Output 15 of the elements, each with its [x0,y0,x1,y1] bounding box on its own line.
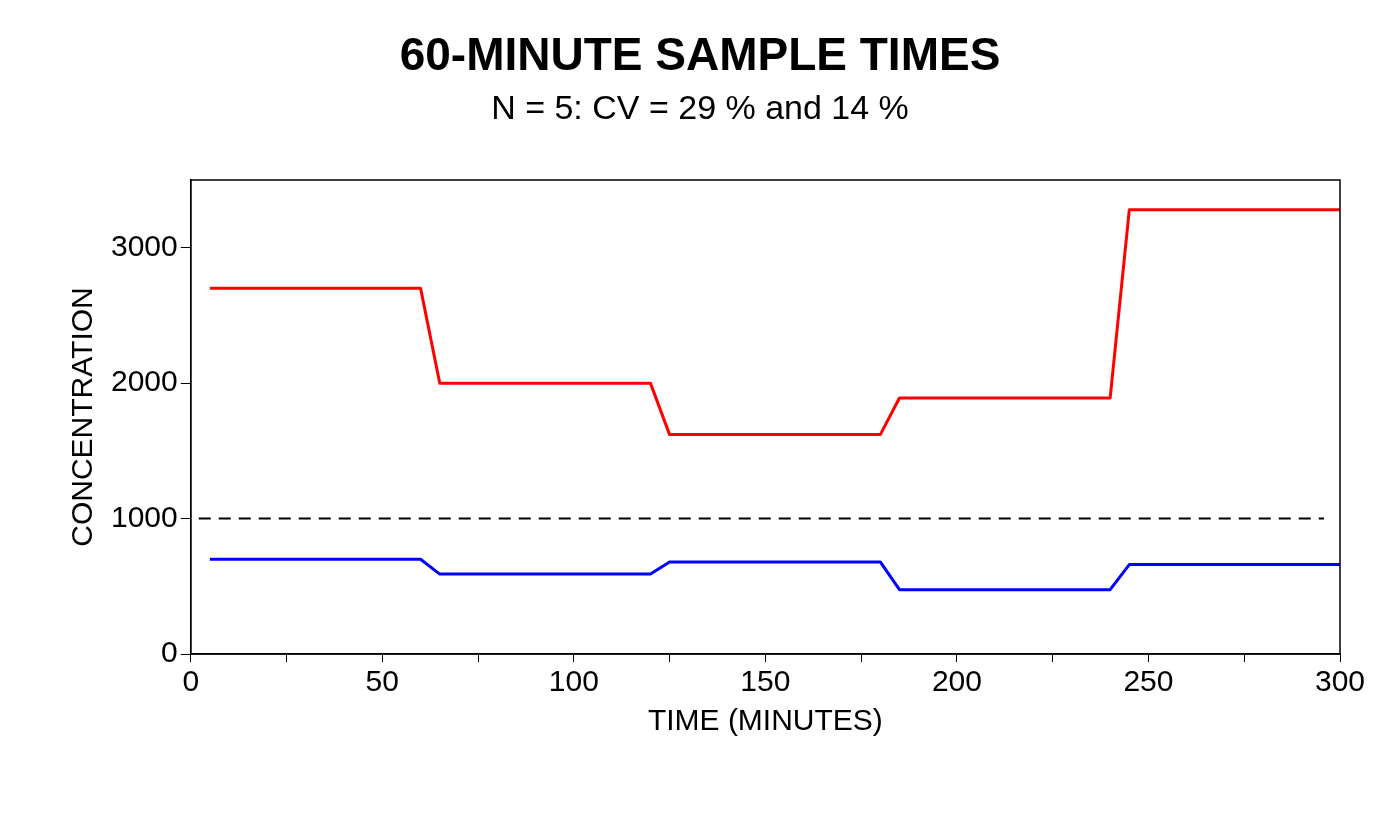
y-axis-title: CONCENTRATION [65,287,99,547]
y-tick-label: 1000 [110,499,178,533]
y-tick-label: 2000 [110,364,178,398]
x-tick-label: 0 [182,664,200,698]
chart-title: 60-MINUTE SAMPLE TIMES [399,28,1001,81]
x-tick-label: 200 [931,664,982,698]
x-tick-label: 100 [548,664,599,698]
y-tick-label: 3000 [110,228,178,262]
x-tick-label: 50 [365,664,399,698]
x-tick-label: 150 [740,664,791,698]
x-tick-label: 300 [1314,664,1366,698]
x-axis-title: TIME (MINUTES) [647,703,883,737]
x-tick-label: 250 [1123,664,1174,698]
chart-subtitle: N = 5: CV = 29 % and 14 % [491,87,909,126]
y-tick-label: 0 [161,635,178,669]
